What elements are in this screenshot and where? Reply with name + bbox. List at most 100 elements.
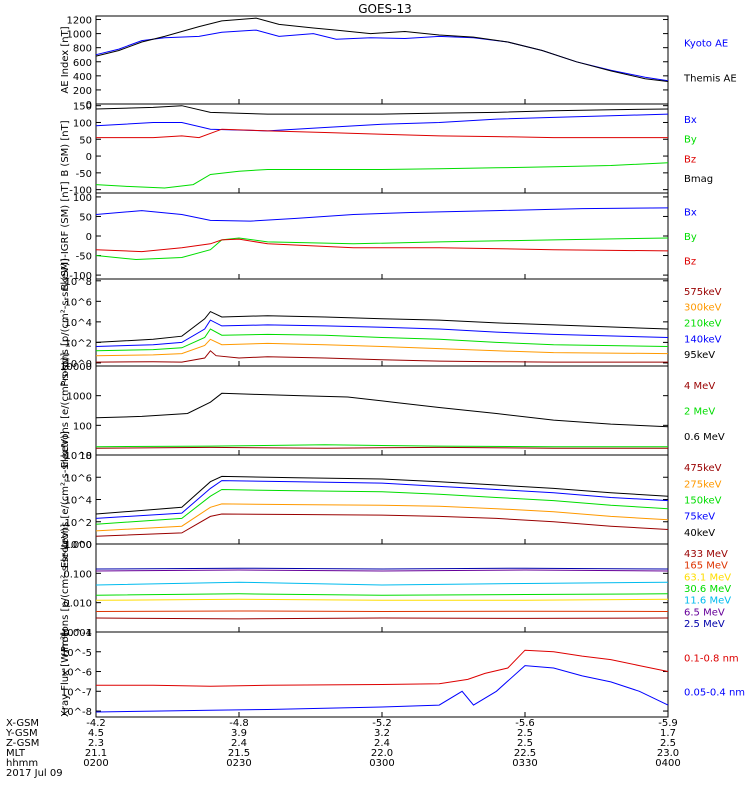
series-line-150kev <box>95 488 669 525</box>
footer-cell: 2.3 <box>88 738 104 749</box>
legend-label: By <box>684 135 697 146</box>
legend-label: 475keV <box>684 463 722 474</box>
y-tick-label: 10^2 <box>65 518 92 529</box>
y-tick-label: 50 <box>79 212 92 223</box>
footer-cell: -5.6 <box>515 718 535 729</box>
legend-label: 0.1-0.8 nm <box>684 654 739 665</box>
series-line-95kev <box>95 310 669 343</box>
legend-label: 30.6 MeV <box>684 584 731 595</box>
legend-label: 2.5 MeV <box>684 619 725 630</box>
footer-row-label: X-GSM <box>6 718 39 729</box>
legend-label: 63.1 MeV <box>684 572 731 583</box>
legend-label: Themis AE <box>683 74 737 85</box>
y-tick-label: 0 <box>86 100 92 111</box>
series-line-bz <box>95 238 669 253</box>
legend-label: 11.6 MeV <box>684 596 731 607</box>
footer-cell: 0330 <box>512 758 537 769</box>
series-line-6-5-mev <box>95 569 669 572</box>
series-line-63-1-mev <box>95 598 669 601</box>
y-tick-label: -50 <box>76 169 92 180</box>
y-tick-label: 10^-4 <box>61 628 92 639</box>
y-tick-label: 400 <box>73 72 92 83</box>
y-tick-label: 10^8 <box>65 451 92 462</box>
footer-cell: 22.0 <box>371 748 393 759</box>
series-line-575kev <box>95 350 668 363</box>
panel-frame <box>95 365 669 456</box>
series-line-433-mev <box>95 617 669 620</box>
y-axis-label: Xray Flux [W/m²] <box>60 632 71 717</box>
y-axis-label: Protons [p/(cm²-s-sr-keV)] <box>60 258 71 386</box>
legend-label: 140keV <box>684 334 722 345</box>
legend-label: 0.05-0.4 nm <box>684 688 745 699</box>
y-tick-label: 0.100 <box>63 569 92 580</box>
footer-cell: 21.1 <box>85 748 107 759</box>
legend-label: 433 MeV <box>684 549 728 560</box>
y-tick-label: 10^4 <box>65 496 92 507</box>
footer-cell: 21.5 <box>228 748 250 759</box>
series-line-bx <box>95 207 669 222</box>
footer-cell: 0200 <box>83 758 108 769</box>
series-line-by <box>95 237 669 261</box>
footer-cell: -4.8 <box>229 718 249 729</box>
y-tick-label: 0.001 <box>63 628 92 639</box>
legend-label: 275keV <box>684 479 722 490</box>
footer-cell: 4.5 <box>88 728 104 739</box>
panel-frame <box>95 631 669 718</box>
series-line-475kev <box>95 513 669 537</box>
y-tick-label: 10^4 <box>65 318 92 329</box>
legend-label: 6.5 MeV <box>684 607 725 618</box>
legend-label: Bx <box>684 207 697 218</box>
y-tick-label: 0 <box>86 152 92 163</box>
legend-label: 0.6 MeV <box>684 432 725 443</box>
footer-cell: 0400 <box>655 758 680 769</box>
legend-label: 210keV <box>684 319 722 330</box>
y-tick-label: 10^0 <box>65 540 92 551</box>
series-line-300kev <box>95 338 669 357</box>
y-tick-label: 10^0 <box>65 359 92 370</box>
legend-label: 4 MeV <box>684 381 715 392</box>
footer-cell: 22.5 <box>514 748 536 759</box>
series-line-30-6-mev <box>95 593 669 596</box>
footer-cell: 1.7 <box>660 728 676 739</box>
y-axis-label: Protons [p/(cm²-s-sr-keV)] <box>60 524 71 652</box>
panel-frame <box>95 192 669 280</box>
legend-label: 2 MeV <box>684 407 715 418</box>
y-axis-label: B (SM)-IGRF (SM) [nT] <box>60 181 71 290</box>
y-tick-label: -50 <box>76 252 92 263</box>
y-tick-label: 1.000 <box>63 540 92 551</box>
y-axis-label: B (SM) [nT] <box>60 120 71 176</box>
series-line-11-6-mev <box>95 581 669 586</box>
y-tick-label: -100 <box>69 271 92 282</box>
series-line-75kev <box>95 480 669 519</box>
footer-cell: -4.2 <box>86 718 106 729</box>
series-line-275kev <box>95 503 669 532</box>
y-tick-label: 10^-7 <box>61 687 92 698</box>
y-tick-label: 0 <box>86 232 92 243</box>
series-line-themis-ae <box>95 17 669 82</box>
legend-label: 75keV <box>684 512 715 523</box>
legend-label: Bz <box>684 257 696 268</box>
y-tick-label: 100 <box>73 421 92 432</box>
panel-frame <box>95 454 669 545</box>
footer-date: 2017 Jul 09 <box>6 768 63 779</box>
legend-label: 150keV <box>684 496 722 507</box>
y-tick-label: 10^-5 <box>61 648 92 659</box>
y-tick-label: 100 <box>73 118 92 129</box>
legend-label: 575keV <box>684 287 722 298</box>
y-tick-label: 10000 <box>60 362 92 373</box>
legend-label: Bz <box>684 154 696 165</box>
footer-cell: 2.4 <box>231 738 247 749</box>
y-tick-label: 1200 <box>67 16 92 27</box>
footer-cell: 23.0 <box>657 748 679 759</box>
legend-label: 40keV <box>684 528 715 539</box>
